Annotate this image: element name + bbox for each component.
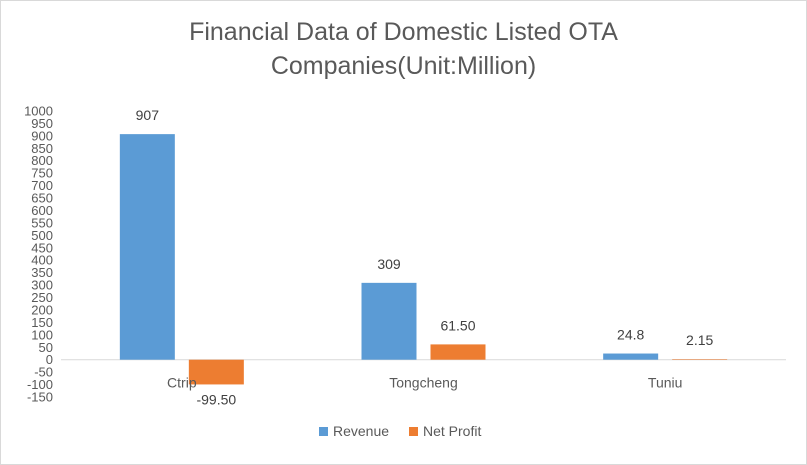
- bar-revenue-tongcheng: [361, 282, 417, 360]
- data-label-net-profit-tongcheng: 61.50: [440, 317, 475, 333]
- y-tick-label-23: -150: [27, 390, 53, 405]
- y-tick-label-20: 0: [46, 352, 53, 367]
- bar-net-profit-tuniu: [672, 359, 728, 360]
- bar-revenue-ctrip: [119, 134, 175, 360]
- y-tick-label-19: 50: [39, 340, 53, 355]
- chart-title-line-1: Financial Data of Domestic Listed OTA: [189, 18, 618, 46]
- y-tick-label-21: -50: [34, 365, 53, 380]
- data-label-net-profit-tuniu: 2.15: [686, 332, 713, 348]
- y-tick-label-5: 750: [31, 166, 53, 181]
- x-category-label-ctrip: Ctrip: [167, 375, 197, 391]
- data-label-revenue-tuniu: 24.8: [617, 327, 644, 343]
- y-tick-label-22: -100: [27, 377, 53, 392]
- data-label-net-profit-ctrip: -99.50: [196, 391, 236, 407]
- legend-swatch-revenue: [319, 427, 328, 436]
- x-category-label-tongcheng: Tongcheng: [389, 375, 458, 391]
- y-tick-label-6: 700: [31, 178, 53, 193]
- y-tick-label-7: 650: [31, 191, 53, 206]
- legend-label-revenue: Revenue: [333, 423, 389, 439]
- data-label-revenue-ctrip: 907: [136, 107, 160, 123]
- y-tick-label-10: 500: [31, 228, 53, 243]
- y-tick-label-1: 950: [31, 116, 53, 131]
- legend-label-net-profit: Net Profit: [423, 423, 481, 439]
- y-tick-label-3: 850: [31, 141, 53, 156]
- y-tick-label-4: 800: [31, 153, 53, 168]
- y-tick-label-0: 1000: [24, 104, 53, 119]
- bar-net-profit-tongcheng: [430, 344, 486, 360]
- x-category-label-tuniu: Tuniu: [648, 375, 683, 391]
- y-tick-label-11: 450: [31, 240, 53, 255]
- legend-swatch-net-profit: [409, 427, 418, 436]
- y-tick-label-14: 300: [31, 278, 53, 293]
- y-tick-label-16: 200: [31, 302, 53, 317]
- y-tick-label-12: 400: [31, 253, 53, 268]
- bar-net-profit-ctrip: [188, 359, 244, 385]
- chart-title-line-2: Companies(Unit:Million): [270, 52, 537, 80]
- y-tick-label-17: 150: [31, 315, 53, 330]
- y-tick-label-13: 350: [31, 265, 53, 280]
- data-label-revenue-tongcheng: 309: [377, 256, 401, 272]
- y-tick-label-8: 600: [31, 203, 53, 218]
- y-tick-label-18: 100: [31, 327, 53, 342]
- y-tick-label-9: 550: [31, 215, 53, 230]
- chart-title: Financial Data of Domestic Listed OTA Co…: [1, 15, 806, 83]
- bar-revenue-tuniu: [603, 353, 659, 360]
- y-tick-label-15: 250: [31, 290, 53, 305]
- y-tick-label-2: 900: [31, 128, 53, 143]
